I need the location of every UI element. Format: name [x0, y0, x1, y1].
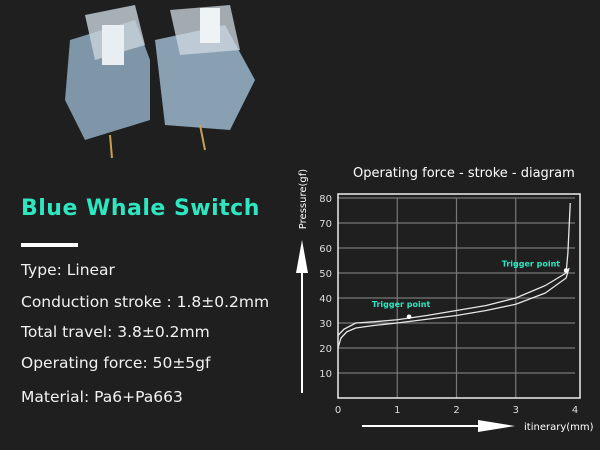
spec-type: Type: Linear	[21, 261, 115, 279]
x-tick-label: 4	[572, 405, 578, 416]
y-tick-label: 50	[319, 269, 332, 280]
force-curve-1	[337, 202, 571, 336]
y-tick-label: 30	[319, 319, 332, 330]
x-tick-label: 3	[513, 405, 519, 416]
x-axis-label: itinerary(mm)	[524, 422, 594, 433]
y-tick-label: 80	[319, 194, 332, 205]
trigger-point-marker	[406, 314, 412, 320]
trigger-point-marker	[563, 268, 569, 273]
switch-product-photo	[65, 5, 255, 159]
y-tick-label: 20	[319, 344, 332, 355]
title-underline	[21, 243, 78, 247]
spec-operating-force: Operating force: 50±5gf	[21, 354, 211, 372]
x-tick-label: 1	[394, 405, 400, 416]
force-curve-2	[337, 267, 570, 349]
y-tick-label: 40	[319, 294, 332, 305]
spec-total-travel: Total travel: 3.8±0.2mm	[21, 323, 210, 341]
y-axis-arrow-head	[296, 240, 308, 273]
x-tick-label: 0	[335, 405, 341, 416]
trigger-point-label: Trigger point	[372, 300, 431, 309]
y-tick-label: 60	[319, 244, 332, 255]
plot-frame	[337, 193, 581, 399]
y-tick-label: 10	[319, 369, 332, 380]
spec-conduction-stroke: Conduction stroke : 1.8±0.2mm	[21, 293, 270, 311]
x-axis-arrow-head	[478, 420, 515, 432]
x-tick-label: 2	[453, 405, 459, 416]
y-axis-label: Pressure(gf)	[298, 169, 309, 229]
product-title: Blue Whale Switch	[21, 196, 260, 221]
chart-title: Operating force - stroke - diagram	[353, 166, 575, 181]
y-tick-label: 70	[319, 219, 332, 230]
trigger-point-label: Trigger point	[502, 260, 561, 269]
spec-material: Material: Pa6+Pa663	[21, 388, 183, 406]
